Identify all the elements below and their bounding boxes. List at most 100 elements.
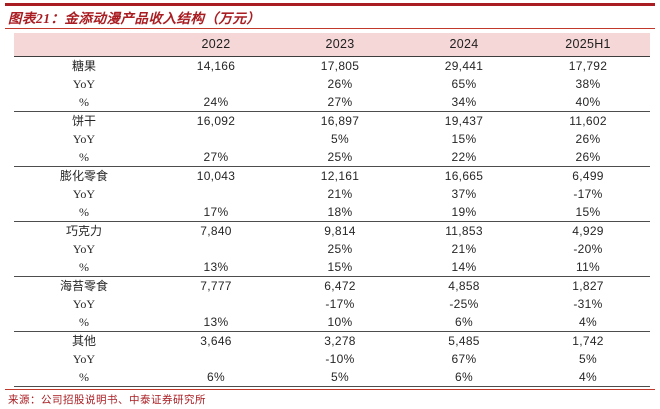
cell: 6%	[207, 370, 225, 384]
cell: 26%	[575, 150, 601, 164]
cell: 17%	[203, 205, 229, 219]
row-label: 海苔零食	[59, 279, 108, 293]
cell: 26%	[327, 77, 353, 91]
cell: -20%	[573, 242, 603, 256]
table-row-candy-yoy: YoY 26% 65% 38%	[14, 75, 650, 93]
cell: 13%	[203, 260, 229, 274]
cell: 10,043	[196, 169, 236, 183]
cell: 6%	[455, 370, 473, 384]
cell: 27%	[203, 150, 229, 164]
header-year-2024: 2024	[449, 37, 479, 51]
cell: 65%	[451, 77, 477, 91]
cell: 4%	[579, 370, 597, 384]
cell: 37%	[451, 187, 477, 201]
cell: 15%	[327, 260, 353, 274]
header-year-2025h1: 2025H1	[565, 37, 611, 51]
title-underline-rule	[5, 28, 655, 30]
cell: 7,840	[200, 224, 232, 238]
table-row-seaweed-yoy: YoY -17% -25% -31%	[14, 295, 650, 313]
row-label: YoY	[72, 187, 96, 201]
revenue-table: 2022 2023 2024 2025H1 糖果 14,166 17,805 2…	[14, 33, 650, 387]
cell: 11,602	[569, 114, 607, 128]
figure-title: 图表21：金添动漫产品收入结构（万元）	[8, 11, 261, 26]
row-label: YoY	[72, 77, 96, 91]
row-label: 饼干	[71, 114, 96, 128]
row-label: YoY	[72, 242, 96, 256]
cell: 1,827	[572, 279, 604, 293]
cell: 18%	[327, 205, 353, 219]
cell: 4,858	[448, 279, 480, 293]
cell: 15%	[451, 132, 477, 146]
cell: 5%	[579, 352, 597, 366]
cell: 6,472	[324, 279, 356, 293]
cell	[154, 185, 278, 203]
cell: 10%	[327, 315, 353, 329]
cell: 9,814	[324, 224, 356, 238]
table-row-chocolate-value: 巧克力 7,840 9,814 11,853 4,929	[14, 222, 650, 240]
row-label: YoY	[72, 352, 96, 366]
cell: -17%	[573, 187, 603, 201]
table-row-other-yoy: YoY -10% 67% 5%	[14, 350, 650, 368]
cell: 16,092	[196, 114, 236, 128]
table-row-puffed-value: 膨化零食 10,043 12,161 16,665 6,499	[14, 167, 650, 185]
row-label: %	[79, 150, 89, 164]
header-year-2022: 2022	[201, 37, 231, 51]
cell: -31%	[573, 297, 603, 311]
cell: 1,742	[572, 334, 604, 348]
cell	[154, 295, 278, 313]
cell: 24%	[203, 95, 229, 109]
cell: 15%	[575, 205, 601, 219]
cell: 19,437	[444, 114, 484, 128]
cell: 38%	[575, 77, 601, 91]
cell: 16,665	[444, 169, 484, 183]
cell: 5%	[331, 370, 349, 384]
header-label-cell	[14, 33, 154, 56]
cell: 19%	[451, 205, 477, 219]
table-header-row: 2022 2023 2024 2025H1	[14, 33, 650, 57]
cell: 6,499	[572, 169, 604, 183]
row-label: 膨化零食	[59, 169, 108, 183]
cell	[154, 240, 278, 258]
cell: 29,441	[444, 59, 484, 73]
cell	[154, 350, 278, 368]
cell: -10%	[325, 352, 355, 366]
cell: 12,161	[320, 169, 360, 183]
cell: 25%	[327, 150, 353, 164]
row-label: %	[79, 205, 89, 219]
cell: 21%	[451, 242, 477, 256]
cell: 67%	[451, 352, 477, 366]
cell: 14,166	[196, 59, 236, 73]
row-label: %	[79, 260, 89, 274]
cell: 16,897	[320, 114, 360, 128]
row-label: YoY	[72, 132, 96, 146]
row-label: %	[79, 95, 89, 109]
cell: 17,792	[568, 59, 608, 73]
cell	[154, 130, 278, 148]
row-label: %	[79, 315, 89, 329]
cell: 40%	[575, 95, 601, 109]
table-row-puffed-yoy: YoY 21% 37% -17%	[14, 185, 650, 203]
row-label: 糖果	[71, 59, 96, 73]
row-label: 其他	[71, 334, 96, 348]
cell: 21%	[327, 187, 353, 201]
cell: 4%	[579, 315, 597, 329]
cell	[154, 75, 278, 93]
cell: 3,646	[200, 334, 232, 348]
cell: 25%	[327, 242, 353, 256]
table-row-seaweed-value: 海苔零食 7,777 6,472 4,858 1,827	[14, 277, 650, 295]
source-note: 来源：公司招股说明书、中泰证券研究所	[8, 395, 206, 406]
cell: 11,853	[445, 224, 483, 238]
table-row-biscuit-pct: % 27% 25% 22% 26%	[14, 148, 650, 167]
table-row-candy-value: 糖果 14,166 17,805 29,441 17,792	[14, 57, 650, 75]
cell: 14%	[451, 260, 477, 274]
cell: 11%	[575, 260, 601, 274]
cell: -17%	[325, 297, 355, 311]
table-row-other-pct: % 6% 5% 6% 4%	[14, 368, 650, 387]
table-row-biscuit-yoy: YoY 5% 15% 26%	[14, 130, 650, 148]
row-label: %	[79, 370, 89, 384]
cell: 13%	[203, 315, 229, 329]
table-row-candy-pct: % 24% 27% 34% 40%	[14, 93, 650, 112]
cell: -25%	[449, 297, 479, 311]
cell: 6%	[455, 315, 473, 329]
